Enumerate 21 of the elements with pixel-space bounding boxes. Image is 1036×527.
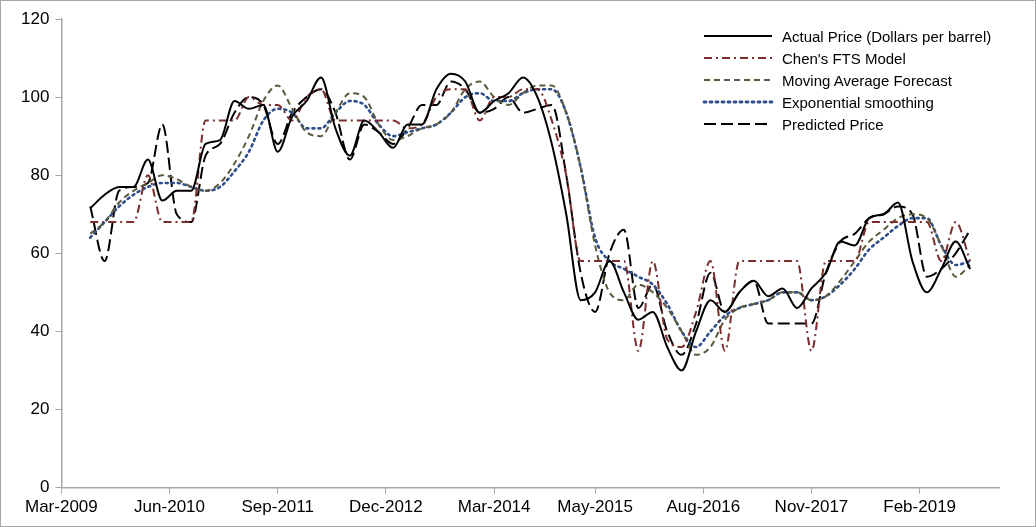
x-tick-label: Feb-2019 (883, 497, 957, 517)
y-tick-label: 60 (30, 242, 50, 262)
y-tick-label: 20 (30, 399, 50, 419)
x-tick-label: Dec-2012 (349, 497, 423, 517)
y-tick-label: 80 (30, 164, 50, 184)
x-tick-label: Jun-2010 (134, 497, 205, 517)
x-tick-label: Nov-2017 (774, 497, 849, 517)
x-tick-label: Sep-2011 (241, 497, 314, 517)
legend-label: Actual Price (Dollars per barrel) (782, 27, 992, 45)
y-tick-label: 0 (39, 477, 50, 497)
y-tick-label: 120 (20, 8, 50, 28)
x-tick-label: Mar-2014 (457, 497, 531, 517)
x-tick-label: Mar-2009 (24, 497, 98, 517)
legend-label: Moving Average Forecast (782, 71, 952, 89)
legend-label: Exponential smoothing (782, 93, 934, 111)
x-tick-label: Aug-2016 (666, 497, 741, 517)
y-tick-label: 100 (20, 86, 50, 106)
legend-label: Chen's FTS Model (782, 49, 906, 67)
y-tick-label: 40 (30, 321, 50, 341)
x-tick-label: May-2015 (557, 497, 633, 517)
legend-label: Predicted Price (782, 115, 884, 133)
